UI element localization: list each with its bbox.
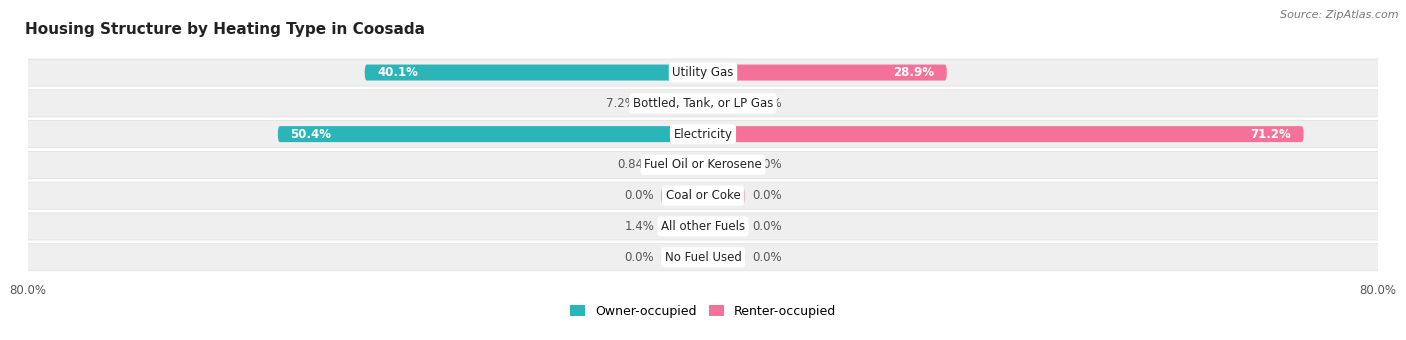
FancyBboxPatch shape <box>643 95 703 111</box>
FancyBboxPatch shape <box>20 213 1386 240</box>
FancyBboxPatch shape <box>20 244 1386 271</box>
FancyBboxPatch shape <box>661 157 703 173</box>
FancyBboxPatch shape <box>20 59 1386 86</box>
Text: Coal or Coke: Coal or Coke <box>665 189 741 202</box>
Text: Fuel Oil or Kerosene: Fuel Oil or Kerosene <box>644 158 762 171</box>
Text: 0.0%: 0.0% <box>752 220 782 233</box>
FancyBboxPatch shape <box>703 219 745 235</box>
Text: 0.0%: 0.0% <box>624 189 654 202</box>
Text: Bottled, Tank, or LP Gas: Bottled, Tank, or LP Gas <box>633 97 773 110</box>
Legend: Owner-occupied, Renter-occupied: Owner-occupied, Renter-occupied <box>565 300 841 323</box>
Text: 0.0%: 0.0% <box>624 251 654 264</box>
FancyBboxPatch shape <box>703 95 745 111</box>
Text: 28.9%: 28.9% <box>893 66 934 79</box>
Text: 0.84%: 0.84% <box>617 158 654 171</box>
FancyBboxPatch shape <box>20 182 1386 209</box>
FancyBboxPatch shape <box>703 65 946 81</box>
FancyBboxPatch shape <box>703 157 745 173</box>
FancyBboxPatch shape <box>364 65 703 81</box>
FancyBboxPatch shape <box>661 188 703 204</box>
Text: Utility Gas: Utility Gas <box>672 66 734 79</box>
FancyBboxPatch shape <box>20 121 1386 148</box>
Text: 40.1%: 40.1% <box>377 66 418 79</box>
Text: 50.4%: 50.4% <box>291 128 332 141</box>
Text: 0.0%: 0.0% <box>752 189 782 202</box>
FancyBboxPatch shape <box>661 219 703 235</box>
Text: 1.4%: 1.4% <box>624 220 654 233</box>
FancyBboxPatch shape <box>703 188 745 204</box>
FancyBboxPatch shape <box>661 249 703 265</box>
FancyBboxPatch shape <box>20 151 1386 179</box>
Text: Source: ZipAtlas.com: Source: ZipAtlas.com <box>1281 10 1399 20</box>
FancyBboxPatch shape <box>703 126 1303 142</box>
Text: No Fuel Used: No Fuel Used <box>665 251 741 264</box>
Text: Housing Structure by Heating Type in Coosada: Housing Structure by Heating Type in Coo… <box>25 22 426 37</box>
Text: 0.0%: 0.0% <box>752 97 782 110</box>
FancyBboxPatch shape <box>20 90 1386 117</box>
Text: 0.0%: 0.0% <box>752 251 782 264</box>
Text: 7.2%: 7.2% <box>606 97 636 110</box>
Text: Electricity: Electricity <box>673 128 733 141</box>
FancyBboxPatch shape <box>278 126 703 142</box>
Text: 71.2%: 71.2% <box>1250 128 1291 141</box>
Text: All other Fuels: All other Fuels <box>661 220 745 233</box>
FancyBboxPatch shape <box>703 249 745 265</box>
Text: 0.0%: 0.0% <box>752 158 782 171</box>
